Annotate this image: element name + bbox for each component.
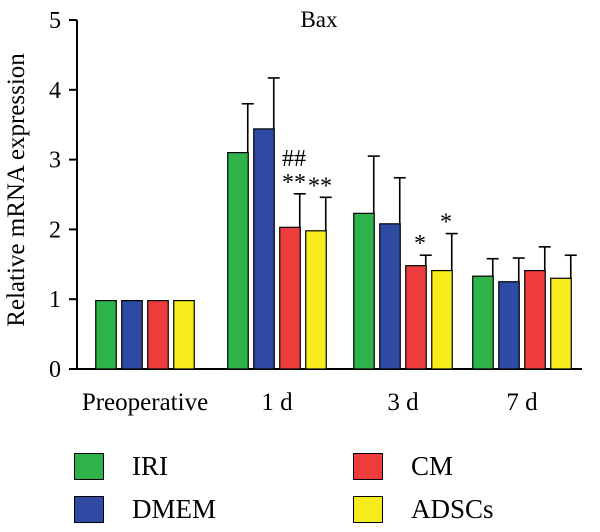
significance-label: ** xyxy=(308,173,332,199)
y-tick-label: 2 xyxy=(49,217,61,243)
bar-dmem-3 xyxy=(498,281,520,370)
bar-cm-3 xyxy=(524,269,546,370)
significance-label: ** xyxy=(282,170,306,196)
x-tick-label: 7 d xyxy=(506,389,538,416)
x-tick-label: Preoperative xyxy=(82,389,208,416)
bar-iri-3 xyxy=(472,275,494,370)
y-tick-label: 5 xyxy=(49,8,61,34)
bars xyxy=(95,77,577,370)
bar-cm-0 xyxy=(147,299,169,370)
bar-dmem-0 xyxy=(121,299,143,370)
bar-iri-1 xyxy=(227,152,249,370)
bar-dmem-1 xyxy=(253,128,275,370)
y-tick-label: 0 xyxy=(49,357,61,383)
bar-dmem-2 xyxy=(379,223,401,370)
x-tick-label: 1 d xyxy=(261,389,293,416)
significance-label: * xyxy=(414,231,426,257)
bar-iri-2 xyxy=(353,212,375,370)
bar-cm-1 xyxy=(279,226,301,370)
bar-adscs-1 xyxy=(305,230,327,370)
bar-adscs-2 xyxy=(431,269,453,370)
bar-adscs-0 xyxy=(173,299,195,370)
y-tick-label: 1 xyxy=(49,287,61,313)
bar-cm-2 xyxy=(405,265,427,370)
y-tick-label: 3 xyxy=(49,148,61,174)
x-tick-label: 3 d xyxy=(387,389,419,416)
bar-adscs-3 xyxy=(550,277,572,370)
y-axis-label: Relative mRNA expression xyxy=(3,53,30,327)
axes: 0 1 2 3 4 5 Preoperative 1 d 3 d 7 d xyxy=(49,8,582,416)
bar-iri-0 xyxy=(95,299,117,370)
significance-label: ## xyxy=(282,146,306,172)
y-tick-label: 4 xyxy=(49,78,61,104)
significance-label: * xyxy=(440,210,452,236)
chart-title: Bax xyxy=(300,7,338,32)
annotations: ##** **** xyxy=(282,146,452,257)
